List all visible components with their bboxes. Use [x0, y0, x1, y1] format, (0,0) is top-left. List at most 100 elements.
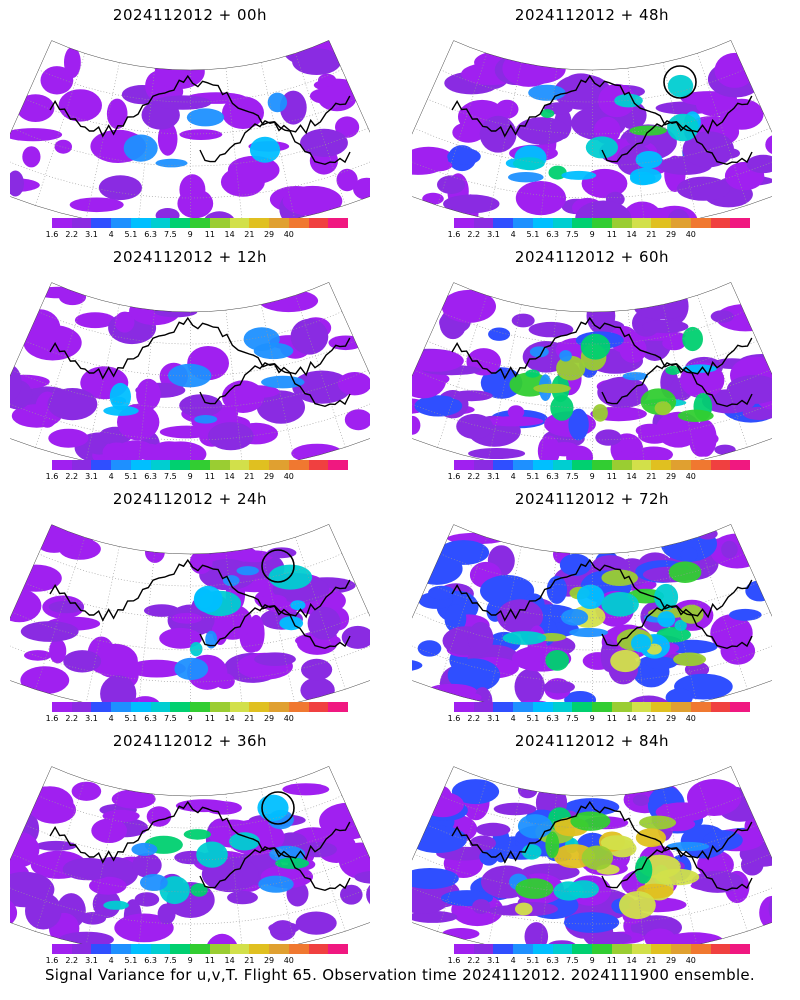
colorbar-tick-label: 5.1 [526, 230, 540, 239]
variance-contour [682, 326, 703, 352]
variance-contour [10, 831, 40, 868]
colorbar-segment [710, 460, 731, 470]
colorbar-segment [690, 702, 711, 712]
colorbar-tick-label: 40 [283, 956, 294, 965]
colorbar-segment [513, 702, 533, 712]
variance-contour [48, 428, 89, 448]
coastline [601, 120, 753, 166]
colorbar-segment [493, 218, 514, 228]
variance-contour [714, 444, 736, 455]
variance-contour [443, 194, 500, 214]
colorbar-segment [111, 702, 131, 712]
colorbar-tick-label: 21 [244, 472, 255, 481]
colorbar-segment [690, 944, 711, 954]
forecast-panel: 2024112012 + 12h 1.6 2.2 3.1 4 5.1 6.3 7.5 9 11 14… [0, 248, 380, 488]
variance-contour [515, 902, 533, 916]
variance-contour [247, 614, 265, 652]
variance-contour [267, 547, 297, 559]
variance-contour [254, 652, 296, 666]
variance-contour [480, 367, 523, 399]
colorbar-segment [209, 218, 230, 228]
variance-contour [601, 592, 639, 617]
colorbar-segment [513, 944, 533, 954]
variance-contour [442, 928, 480, 940]
colorbar-segment [631, 702, 652, 712]
colorbar-segment [288, 702, 309, 712]
colorbar-segment [308, 218, 329, 228]
colorbar-ticks: 1.6 2.2 3.1 4 5.1 6.3 7.5 9 11 14 21 29 40 [46, 230, 348, 242]
polar-map [412, 524, 772, 704]
variance-contour [174, 657, 209, 680]
colorbar-tick-label: 29 [263, 956, 275, 965]
colorbar-segment [150, 702, 171, 712]
polar-map [10, 524, 370, 704]
variance-contour [729, 608, 762, 621]
colorbar-tick-label: 29 [263, 714, 275, 723]
colorbar-tick-label: 29 [665, 472, 677, 481]
variance-contour [190, 883, 208, 897]
variance-contour [576, 584, 605, 609]
colorbar-tick-label: 7.5 [566, 230, 579, 239]
colorbar-tick-label: 3.1 [487, 230, 500, 239]
colorbar-tick-label: 4 [510, 472, 516, 481]
forecast-panel: 2024112012 + 00h 1.6 2.2 3.1 4 5.1 6.3 7.5 9 11 14… [0, 6, 380, 246]
panel-title: 2024112012 + 24h [112, 490, 268, 508]
colorbar-segment [552, 702, 573, 712]
colorbar-tick-label: 11 [606, 714, 617, 723]
variance-contour [203, 211, 236, 220]
variance-contour [301, 658, 333, 681]
colorbar-tick-label: 6.3 [546, 714, 560, 723]
variance-contour [600, 835, 634, 851]
colorbar-tick-label: 11 [204, 472, 215, 481]
variance-contour [34, 286, 83, 299]
latitude-line [440, 69, 745, 103]
colorbar-segment [71, 702, 92, 712]
variance-contour [586, 297, 616, 335]
latitude-line [10, 882, 370, 925]
colorbar-segment [308, 702, 329, 712]
latitude-line [412, 398, 772, 441]
latitude-line [38, 311, 343, 345]
colorbar-ticks: 1.6 2.2 3.1 4 5.1 6.3 7.5 9 11 14 21 29 40 [448, 230, 750, 242]
variance-contour [726, 374, 772, 404]
colorbar-segment [130, 460, 151, 470]
variance-contour [469, 835, 496, 851]
variance-contour [20, 666, 70, 695]
variance-contour [412, 349, 464, 372]
variance-contour [229, 832, 260, 851]
variance-contour [642, 319, 689, 334]
variance-contour [468, 448, 526, 459]
variance-contour [414, 395, 463, 417]
colorbar-segment [170, 218, 191, 228]
coastline [451, 558, 753, 622]
colorbar-segment [710, 218, 731, 228]
observation-circle [261, 791, 295, 825]
variance-contour [472, 899, 491, 914]
coastline [199, 362, 351, 408]
variance-contour [131, 842, 158, 856]
variance-contour [111, 789, 156, 809]
variance-contour [597, 376, 649, 409]
variance-contour [422, 192, 444, 205]
panel-title: 2024112012 + 00h [112, 6, 268, 24]
coastline [199, 604, 351, 650]
colorbar-tick-label: 11 [606, 956, 617, 965]
variance-contour [497, 599, 544, 634]
variance-contour [58, 89, 102, 122]
colorbar-tick-label: 3.1 [487, 714, 500, 723]
variance-contour [511, 313, 535, 328]
colorbar-tick-label: 11 [606, 472, 617, 481]
colorbar-tick-label: 2.2 [65, 714, 79, 723]
variance-contour [561, 170, 597, 180]
colorbar-tick-label: 14 [224, 714, 235, 723]
variance-contour [24, 650, 52, 661]
variance-contour [631, 208, 670, 220]
colorbar-segment [209, 944, 230, 954]
variance-contour [10, 589, 42, 623]
variance-contour [16, 94, 55, 122]
variance-contour [610, 649, 641, 673]
variance-contour [157, 903, 176, 925]
coastline [49, 800, 351, 864]
variance-contour [186, 108, 225, 127]
latitude-line [10, 398, 370, 441]
